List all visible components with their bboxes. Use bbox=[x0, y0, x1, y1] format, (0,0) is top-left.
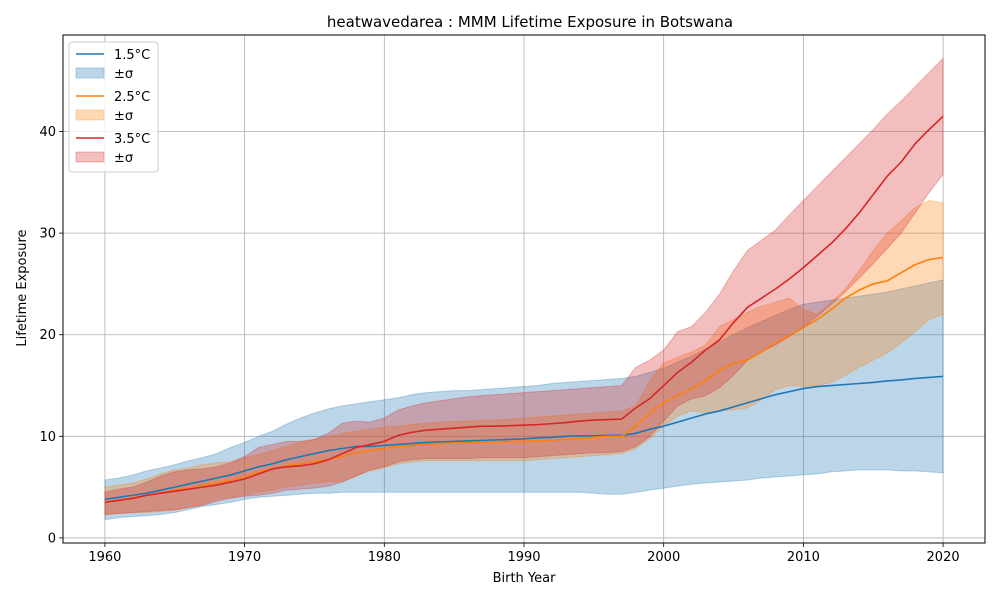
x-tick-label: 1970 bbox=[228, 550, 261, 565]
legend-label-2-5-sigma: ±σ bbox=[114, 109, 133, 124]
legend-swatch-2-5-band bbox=[75, 109, 105, 121]
x-tick-label: 2020 bbox=[927, 550, 960, 565]
sigma-band-2 bbox=[104, 200, 944, 516]
y-tick-label: 30 bbox=[39, 227, 56, 242]
sigma-band-3 bbox=[104, 57, 944, 516]
series-line-2 bbox=[104, 256, 944, 504]
sigma-band-1 bbox=[104, 279, 944, 521]
legend-label-2-5: 2.5°C bbox=[114, 90, 150, 105]
x-tick-label: 1990 bbox=[507, 550, 540, 565]
legend: 1.5°C ±σ 2.5°C ±σ 3.5°C ±σ bbox=[68, 41, 159, 173]
y-tick-label: 0 bbox=[48, 531, 56, 546]
legend-label-1-5-sigma: ±σ bbox=[114, 67, 133, 82]
x-axis-label: Birth Year bbox=[493, 571, 557, 586]
legend-swatch-1-5-band bbox=[75, 67, 105, 79]
y-tick-label: 40 bbox=[39, 125, 56, 140]
legend-frame bbox=[68, 41, 159, 173]
chart-title: heatwavedarea : MMM Lifetime Exposure in… bbox=[327, 13, 733, 31]
axis-ticks: 1960 1970 1980 1990 2000 2010 2020 0 10 20 30 40 bbox=[39, 125, 959, 565]
y-axis-label: Lifetime Exposure bbox=[15, 229, 30, 346]
grid-lines bbox=[63, 35, 985, 543]
legend-swatch-3-5-band bbox=[75, 151, 105, 163]
sigma-bands bbox=[104, 57, 944, 521]
x-tick-label: 1960 bbox=[88, 550, 121, 565]
legend-label-3-5-sigma: ±σ bbox=[114, 151, 133, 166]
legend-label-1-5: 1.5°C bbox=[114, 48, 150, 63]
x-tick-label: 1980 bbox=[368, 550, 401, 565]
legend-label-3-5: 3.5°C bbox=[114, 132, 150, 147]
series-line-3 bbox=[104, 115, 944, 504]
y-tick-label: 10 bbox=[39, 430, 56, 445]
x-tick-label: 2010 bbox=[787, 550, 820, 565]
y-tick-label: 20 bbox=[39, 328, 56, 343]
series-line-1 bbox=[104, 375, 944, 501]
series-lines bbox=[104, 115, 944, 504]
x-tick-label: 2000 bbox=[647, 550, 680, 565]
